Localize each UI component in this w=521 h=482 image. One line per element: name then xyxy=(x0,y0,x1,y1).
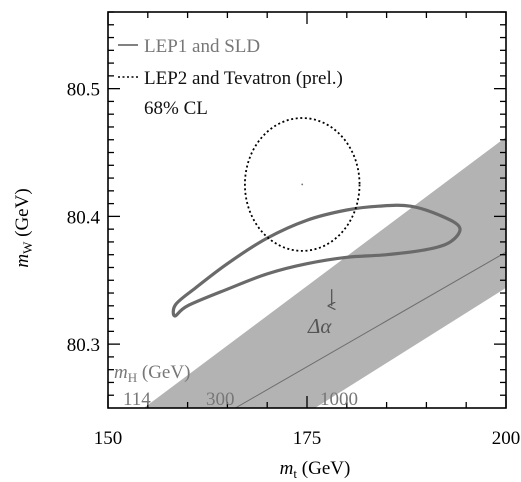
axis-ticks xyxy=(107,11,507,408)
x-axis-label: mt (GeV) xyxy=(280,458,351,481)
y-tick-label-80-5: 80.5 xyxy=(67,80,100,101)
y-tick-label-80-4: 80.4 xyxy=(67,207,101,228)
x-tick-label-175: 175 xyxy=(293,428,322,449)
higgs-band-label: mH (GeV) xyxy=(114,362,190,385)
plot-content xyxy=(143,117,506,408)
legend-label-lep1: LEP1 and SLD xyxy=(144,36,260,57)
higgs-mass-label-1000: 1000 xyxy=(320,389,358,410)
delta-alpha-label: Δα xyxy=(307,314,332,338)
x-tick-label-150: 150 xyxy=(94,428,123,449)
lep2-tevatron-ellipse xyxy=(244,117,361,252)
lep1-sld-ellipse xyxy=(171,203,462,318)
higgs-line-300 xyxy=(235,251,506,408)
legend-label-lep2: LEP2 and Tevatron (prel.) xyxy=(144,68,343,89)
legend: LEP1 and SLD LEP2 and Tevatron (prel.) 6… xyxy=(118,36,343,119)
higgs-mass-label-114: 114 xyxy=(123,389,151,410)
higgs-mass-label-300: 300 xyxy=(206,389,235,410)
y-axis-label: mW (GeV) xyxy=(12,188,35,267)
lep2-center-mark xyxy=(301,183,304,186)
y-tick-label-80-3: 80.3 xyxy=(67,335,100,356)
higgs-band xyxy=(143,137,506,408)
legend-label-cl: 68% CL xyxy=(144,98,208,119)
x-tick-label-200: 200 xyxy=(492,428,521,449)
